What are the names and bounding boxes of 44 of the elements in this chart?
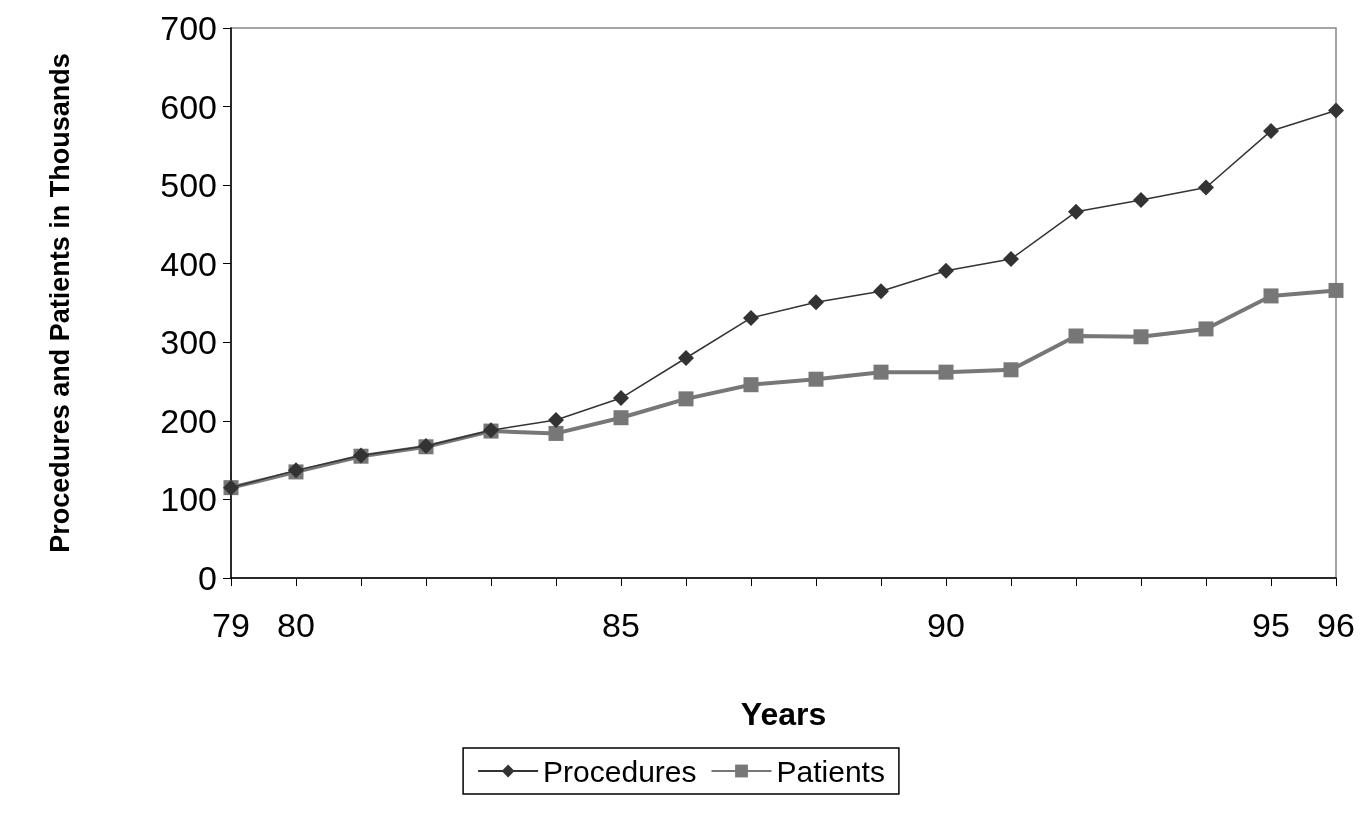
point [548,412,564,429]
x-tick-label: 96 [1317,606,1355,644]
y-tick-label: 300 [160,323,217,362]
x-tick-label: 79 [212,606,250,644]
y-tick-label: 200 [160,401,217,440]
x-tick-label: 85 [602,606,640,644]
legend-label: Patients [776,754,885,788]
point [938,262,954,279]
x-axis-title: Years [740,696,827,732]
point [938,364,954,380]
y-tick-label: 400 [160,244,217,283]
point [1003,251,1019,267]
x-tick-label: 95 [1252,606,1290,644]
point [1068,203,1084,220]
point [678,350,694,366]
point [1328,282,1344,298]
point [743,309,759,326]
point [678,391,694,407]
point [873,364,889,380]
point [743,377,759,393]
point [613,390,629,407]
y-axis-title: Procedures and Patients in Thousands [45,53,75,553]
point [808,294,824,311]
point [808,371,824,387]
y-tick-label: 0 [198,559,217,597]
y-tick-label: 600 [160,87,217,126]
point [1068,328,1084,344]
point [1133,192,1149,209]
y-tick-label: 100 [160,480,217,519]
point [1198,179,1214,196]
legend-label: Procedures [543,754,697,788]
y-tick-label: 500 [160,166,217,205]
point [1263,122,1279,139]
x-tick-label: 80 [277,606,315,644]
x-tick-label: 90 [927,606,965,644]
point [1003,362,1019,378]
point [1133,329,1149,345]
point [1263,288,1279,304]
point [548,425,564,441]
point [613,410,629,426]
y-tick-label: 700 [160,9,217,47]
point [1328,102,1344,119]
point [1198,321,1214,337]
point [873,283,889,300]
